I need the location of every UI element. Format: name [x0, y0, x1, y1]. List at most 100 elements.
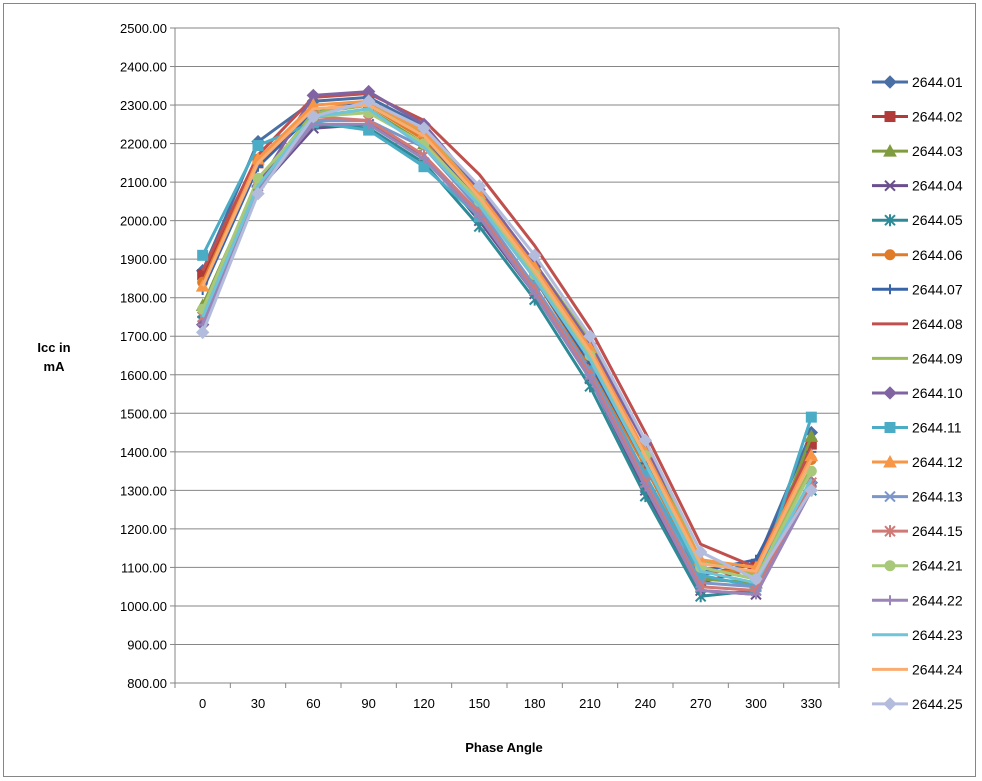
data-point [693, 545, 708, 559]
y-tick-label: 1600.00 [120, 368, 167, 383]
series-line [201, 92, 813, 569]
legend-marker [884, 525, 896, 538]
y-tick-label: 2400.00 [120, 60, 167, 75]
x-tick-label: 90 [361, 696, 375, 711]
legend-label: 2644.03 [912, 143, 963, 159]
y-tick-label: 2100.00 [120, 175, 167, 190]
legend-item: 2644.08 [872, 316, 963, 332]
x-tick-label: 120 [413, 696, 435, 711]
series-line [201, 122, 813, 596]
x-tick-label: 180 [524, 696, 546, 711]
legend-item: 2644.15 [872, 523, 963, 539]
y-tick-label: 1900.00 [120, 252, 167, 267]
legend-label: 2644.10 [912, 385, 963, 401]
legend-label: 2644.15 [912, 523, 963, 539]
data-point [306, 109, 321, 124]
legend-label: 2644.13 [912, 489, 963, 505]
legend-item: 2644.07 [872, 281, 963, 297]
series-2644.12 [195, 94, 819, 573]
x-tick-label: 30 [251, 696, 265, 711]
y-axis-title-unit: mA [44, 359, 66, 374]
legend-marker [884, 214, 896, 227]
legend-item: 2644.12 [872, 454, 963, 470]
data-point [363, 119, 374, 130]
legend-item: 2644.23 [872, 627, 963, 643]
y-tick-label: 2000.00 [120, 214, 167, 229]
x-tick-label: 330 [800, 696, 822, 711]
data-point [749, 572, 763, 586]
series-2644.10 [195, 84, 819, 586]
data-point [474, 211, 485, 222]
legend-item: 2644.04 [872, 178, 963, 194]
y-tick-label: 1700.00 [120, 329, 167, 344]
legend-marker [884, 179, 896, 192]
data-point [805, 411, 817, 423]
y-tick-label: 2200.00 [120, 137, 167, 152]
series-line [201, 111, 813, 581]
series-line [201, 90, 813, 581]
legend-label: 2644.07 [912, 281, 963, 297]
legend-label: 2644.23 [912, 627, 963, 643]
legend-item: 2644.22 [872, 592, 963, 608]
series-2644.06 [197, 99, 817, 577]
series-2644.22 [197, 119, 817, 600]
data-point [640, 481, 651, 492]
y-tick-label: 1200.00 [120, 522, 167, 537]
series-2644.08 [201, 92, 813, 569]
legend: 2644.01 2644.02 2644.03 2644.04 2644.05 2644.… [872, 74, 963, 712]
y-tick-label: 1100.00 [121, 560, 167, 575]
x-tick-label: 150 [468, 696, 490, 711]
legend-item: 2644.03 [872, 143, 963, 159]
series-line [201, 103, 813, 573]
legend-marker [883, 144, 897, 157]
legend-item: 2644.21 [872, 558, 963, 574]
legend-label: 2644.22 [912, 592, 963, 608]
chart-frame: 800.00 900.00 1000.00 1100.00 1200.00 1300.00… [3, 3, 976, 777]
data-point [419, 154, 429, 164]
data-point [583, 329, 597, 343]
legend-marker [884, 560, 896, 572]
legend-label: 2644.01 [912, 74, 963, 90]
legend-marker [885, 284, 895, 295]
legend-item: 2644.10 [872, 385, 963, 401]
series-2644.21 [197, 107, 817, 585]
legend-marker [883, 75, 897, 89]
x-tick-label: 300 [745, 696, 767, 711]
data-point [252, 140, 264, 152]
x-tick-label: 240 [634, 696, 656, 711]
data-point [529, 288, 540, 299]
legend-label: 2644.08 [912, 316, 963, 332]
x-tick-label: 0 [199, 696, 206, 711]
legend-label: 2644.24 [912, 661, 963, 677]
legend-marker [883, 386, 897, 400]
series-2644.11 [197, 116, 817, 593]
data-point [695, 585, 706, 596]
y-tick-label: 2500.00 [120, 21, 167, 36]
data-point [804, 483, 819, 498]
y-tick-label: 2300.00 [120, 98, 167, 113]
y-tick-label: 1000.00 [120, 599, 167, 614]
legend-marker [884, 490, 896, 503]
legend-item: 2644.02 [872, 109, 963, 125]
legend-label: 2644.25 [912, 696, 963, 712]
series-lines [195, 84, 819, 603]
legend-item: 2644.05 [872, 212, 963, 228]
legend-item: 2644.13 [872, 489, 963, 505]
series-line [201, 120, 813, 589]
y-tick-label: 1800.00 [120, 291, 167, 306]
legend-marker [885, 595, 895, 606]
legend-marker [884, 422, 896, 433]
legend-label: 2644.12 [912, 454, 963, 470]
y-tick-label: 1500.00 [120, 406, 167, 421]
series-line [201, 103, 813, 577]
series-line [201, 99, 813, 569]
series-2644.23 [201, 107, 813, 585]
legend-label: 2644.06 [912, 247, 963, 263]
data-point [751, 589, 761, 600]
y-tick-label: 900.00 [127, 637, 167, 652]
line-chart: 800.00 900.00 1000.00 1100.00 1200.00 1300.00… [37, 21, 963, 755]
data-point [585, 373, 595, 384]
series-2644.25 [195, 94, 819, 586]
series-2644.24 [201, 103, 813, 573]
series-line [201, 107, 813, 585]
